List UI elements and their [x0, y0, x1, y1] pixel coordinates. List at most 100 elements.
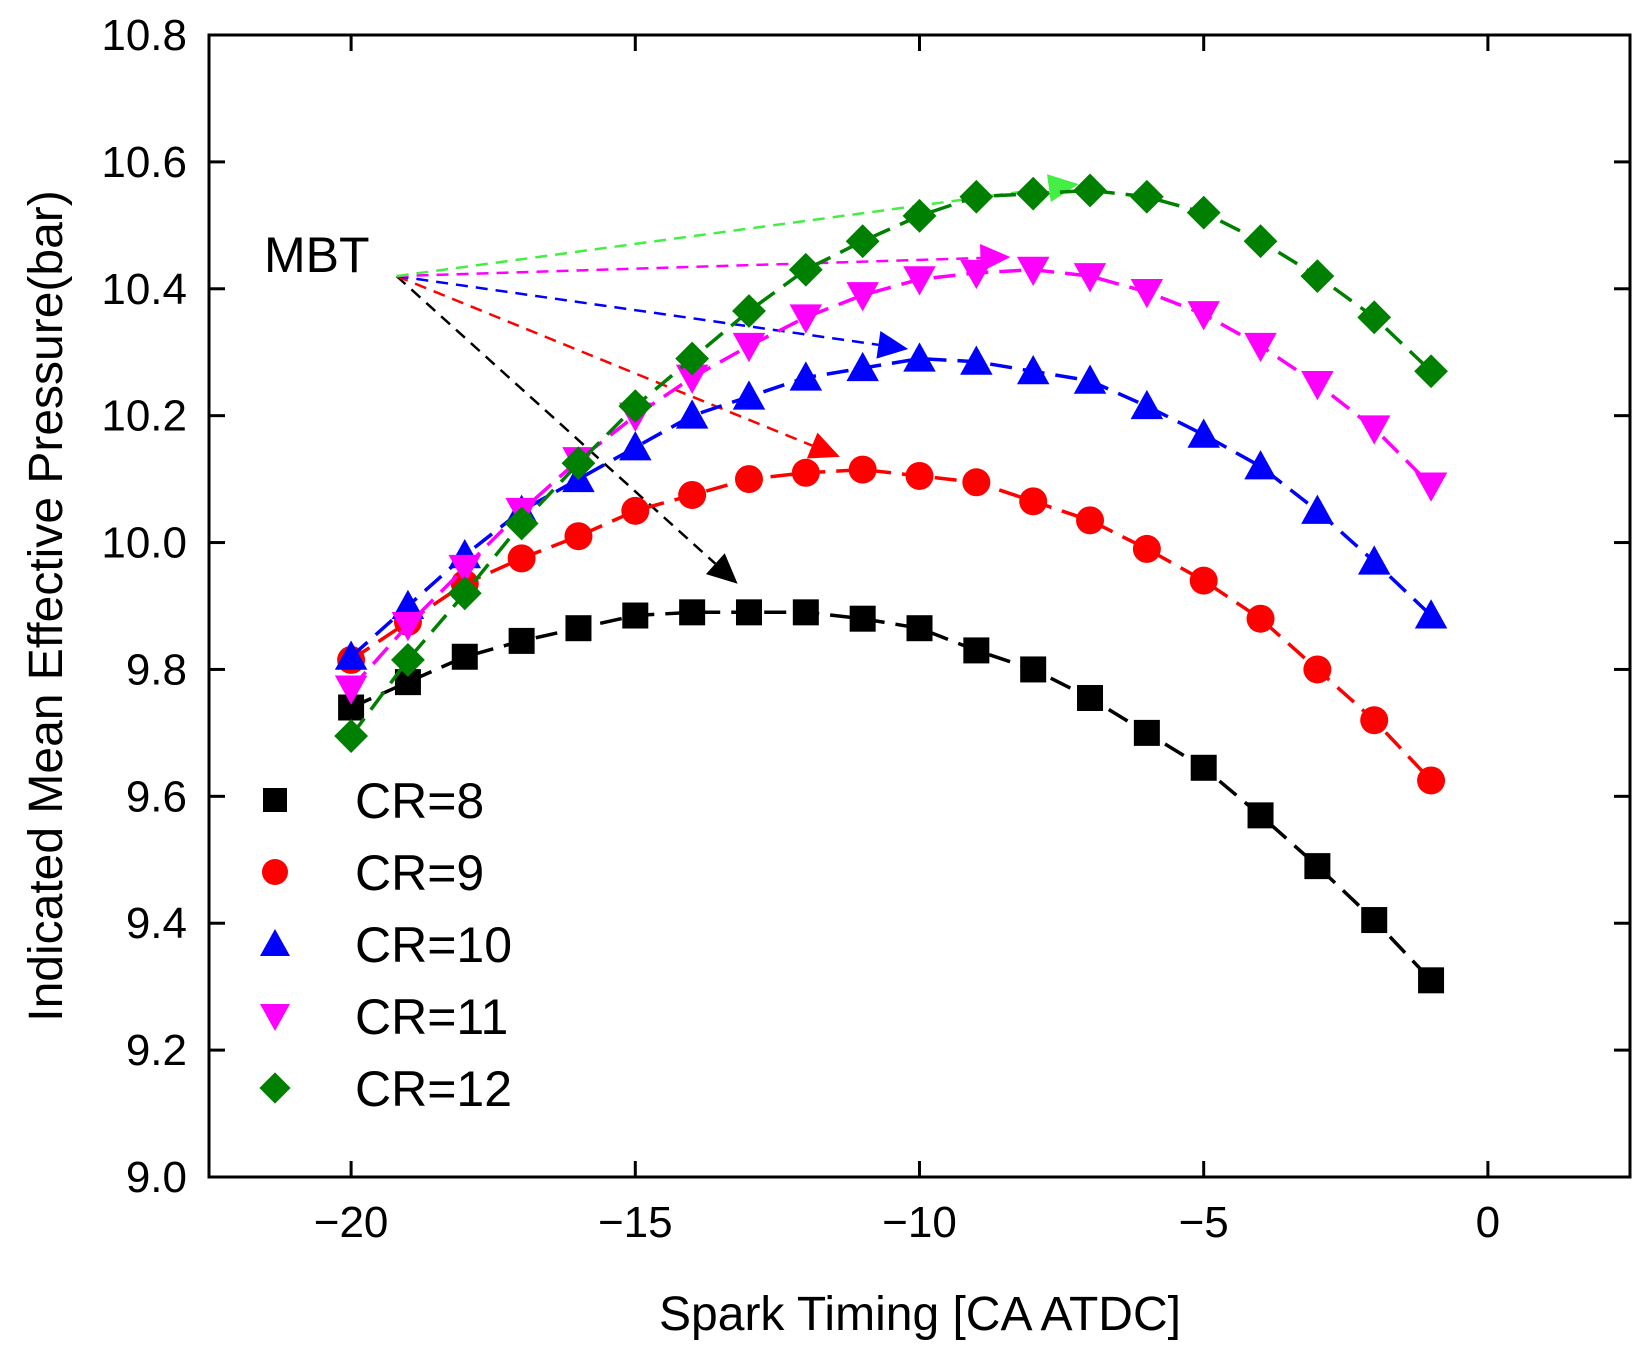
y-tick-label: 9.0: [126, 1153, 187, 1202]
data-point: [334, 640, 368, 670]
data-point: [1016, 256, 1050, 286]
data-point: [564, 522, 593, 551]
data-point: [508, 627, 535, 654]
data-point: [1304, 853, 1331, 880]
mbt-arrow-line: [396, 186, 1050, 278]
data-point: [507, 544, 536, 573]
data-point: [675, 364, 709, 394]
data-point: [789, 304, 823, 334]
data-point: [959, 179, 994, 214]
data-point: [1186, 195, 1221, 230]
mbt-arrow-line: [395, 275, 717, 565]
data-point: [788, 252, 823, 287]
legend-label: CR=10: [355, 917, 512, 973]
data-point: [734, 465, 763, 494]
data-point: [334, 719, 368, 753]
data-point: [1414, 354, 1448, 389]
legend-label: CR=12: [355, 1061, 512, 1117]
mbt-arrow-head: [806, 432, 840, 459]
data-point: [1360, 706, 1389, 735]
data-point: [451, 643, 478, 670]
mbt-arrow-head: [705, 553, 738, 584]
data-point: [905, 461, 934, 490]
mbt-arrow-line: [396, 274, 813, 447]
legend-item: CR=12: [259, 1061, 512, 1117]
data-point: [963, 637, 990, 664]
data-series: [334, 173, 1448, 994]
data-point: [1073, 173, 1107, 208]
data-point: [1016, 355, 1050, 385]
legend-label: CR=11: [355, 989, 508, 1045]
data-point: [1133, 719, 1160, 746]
data-point: [1187, 418, 1220, 448]
series-cr-12: [334, 173, 1448, 753]
data-point: [960, 345, 993, 375]
data-point: [1301, 494, 1334, 524]
data-point: [1130, 389, 1164, 420]
data-point: [846, 282, 879, 312]
legend-item: CR=11: [260, 989, 508, 1045]
x-tick-label: 0: [1476, 1198, 1500, 1247]
data-point: [678, 480, 707, 509]
data-point: [619, 431, 652, 461]
data-point: [1414, 472, 1448, 502]
data-point: [1414, 599, 1448, 629]
data-point: [792, 599, 819, 626]
data-point: [447, 576, 482, 611]
legend-marker: [262, 859, 288, 885]
data-point: [1076, 506, 1105, 535]
data-point: [1190, 754, 1217, 781]
data-point: [1020, 656, 1047, 683]
legend-item: CR=10: [260, 917, 512, 973]
y-tick-label: 10.8: [101, 11, 187, 60]
data-point: [906, 615, 933, 642]
data-point: [732, 294, 766, 328]
y-tick-label: 9.8: [126, 645, 187, 694]
data-point: [621, 496, 650, 525]
data-point: [448, 554, 482, 585]
y-axis-title: Indicated Mean Effective Pressure(bar): [20, 190, 73, 1022]
series-trend-line: [349, 188, 1433, 738]
x-tick-label: −20: [314, 1198, 389, 1247]
mbt-arrow-head: [1047, 174, 1079, 202]
data-point: [849, 605, 876, 632]
data-point: [903, 266, 936, 296]
mbt-arrow-head: [876, 330, 909, 359]
data-point: [1357, 300, 1392, 335]
data-point: [1300, 259, 1335, 293]
data-point: [791, 458, 820, 487]
data-point: [732, 332, 766, 363]
data-point: [735, 599, 762, 626]
series-cr-10: [334, 342, 1448, 670]
y-tick-label: 9.4: [126, 899, 187, 948]
axes: −20 −15 −10 −5 0 9.0 9.2 9.4 9.6 9.8 10.0 10.2 10.4 1…: [101, 11, 1630, 1247]
data-point: [1243, 224, 1278, 259]
data-point: [1357, 545, 1391, 575]
legend-label: CR=9: [355, 845, 484, 901]
legend-marker: [260, 929, 290, 956]
data-point: [1246, 604, 1275, 633]
legend-marker: [260, 1004, 290, 1031]
data-point: [391, 612, 425, 642]
data-point: [903, 342, 936, 372]
data-point: [1417, 766, 1446, 795]
data-point: [1187, 301, 1220, 331]
data-point: [675, 399, 709, 429]
series-trend-line: [350, 610, 1433, 982]
data-point: [1016, 176, 1051, 211]
data-point: [565, 615, 592, 642]
y-tick-label: 9.6: [126, 772, 187, 821]
series-cr-8: [338, 599, 1445, 994]
data-point: [1244, 450, 1277, 480]
data-point: [1130, 278, 1164, 309]
data-point: [1247, 802, 1274, 829]
y-tick-label: 9.2: [126, 1026, 187, 1075]
mbt-arrows: [395, 174, 1079, 584]
data-point: [848, 455, 877, 484]
data-point: [391, 589, 425, 619]
legend-item: CR=9: [262, 845, 484, 901]
series-cr-9: [337, 455, 1446, 795]
data-point: [846, 351, 879, 382]
